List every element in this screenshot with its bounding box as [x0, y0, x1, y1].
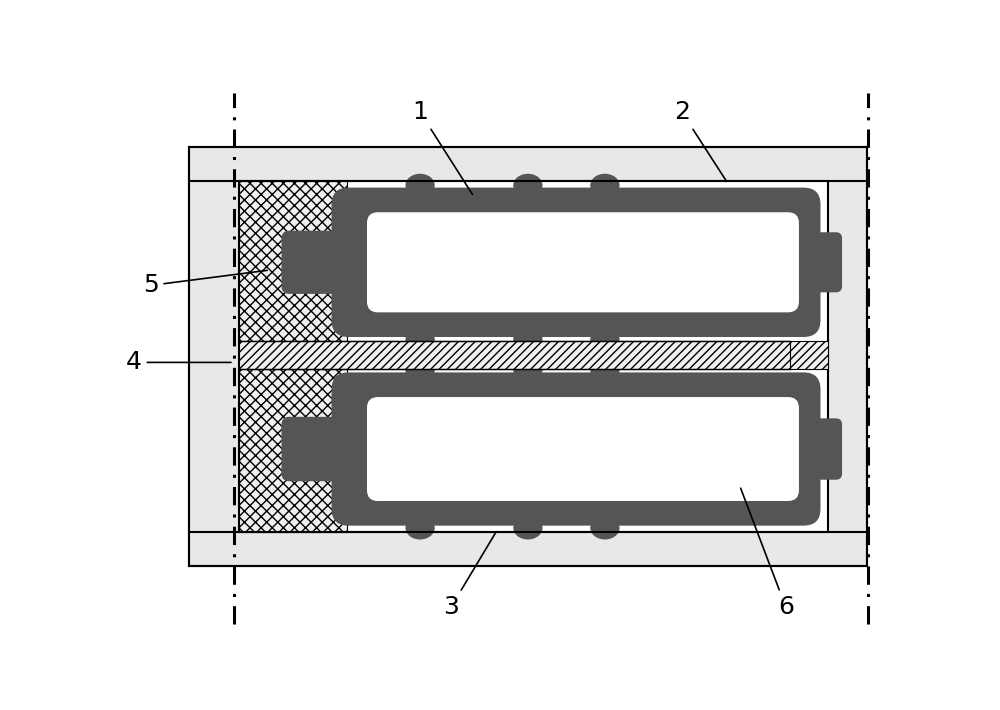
Ellipse shape: [405, 174, 435, 197]
Bar: [189, 147, 867, 567]
Ellipse shape: [590, 359, 620, 382]
FancyBboxPatch shape: [332, 373, 820, 525]
Bar: [239, 341, 790, 368]
Text: 3: 3: [443, 532, 496, 619]
Ellipse shape: [405, 516, 435, 540]
FancyBboxPatch shape: [282, 417, 351, 481]
Ellipse shape: [513, 516, 543, 540]
Bar: [189, 147, 867, 567]
Text: 2: 2: [674, 100, 727, 182]
FancyBboxPatch shape: [807, 232, 842, 293]
Ellipse shape: [513, 328, 543, 351]
Bar: [189, 532, 867, 567]
FancyBboxPatch shape: [282, 231, 351, 294]
Ellipse shape: [405, 328, 435, 351]
FancyBboxPatch shape: [367, 397, 799, 501]
Bar: [828, 182, 867, 532]
FancyBboxPatch shape: [807, 418, 842, 480]
Text: 1: 1: [412, 100, 473, 195]
Ellipse shape: [405, 359, 435, 382]
FancyBboxPatch shape: [332, 187, 820, 337]
Bar: [239, 341, 828, 368]
Bar: [189, 182, 239, 532]
Ellipse shape: [590, 174, 620, 197]
Ellipse shape: [513, 359, 543, 382]
Bar: [239, 368, 347, 532]
Bar: [239, 182, 347, 341]
Ellipse shape: [513, 174, 543, 197]
Text: 4: 4: [126, 351, 231, 374]
Ellipse shape: [590, 328, 620, 351]
FancyBboxPatch shape: [367, 212, 799, 312]
Bar: [239, 182, 828, 532]
Text: 6: 6: [741, 488, 794, 619]
Ellipse shape: [590, 516, 620, 540]
Text: 5: 5: [143, 271, 267, 297]
Bar: [189, 147, 867, 182]
